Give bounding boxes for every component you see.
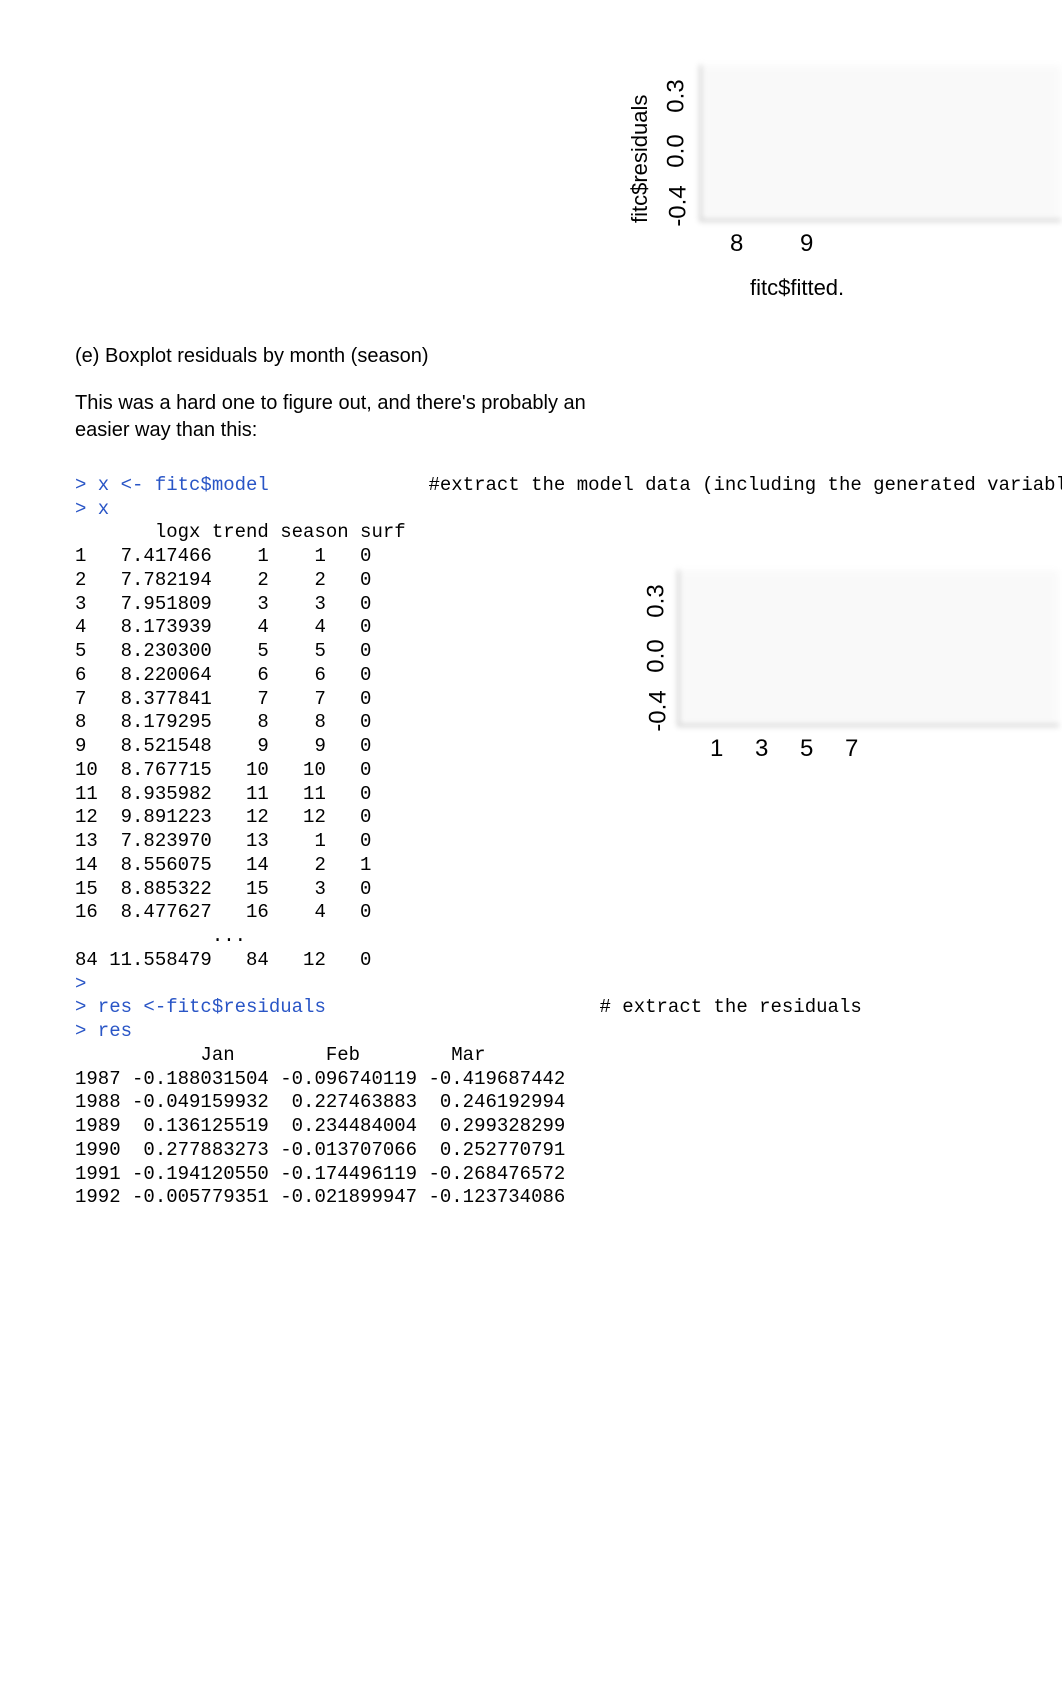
- code-header: logx trend season surf: [75, 521, 406, 543]
- code-cmd-res: > res <-fitc$residuals: [75, 996, 326, 1018]
- residuals-vs-fitted-chart: fitc$residuals -0.4 0.0 0.3 8 9 fitc$fit…: [600, 60, 1062, 330]
- r-code-block: > x <- fitc$model #extract the model dat…: [75, 450, 1062, 1210]
- chart2-ytick-0: -0.4: [645, 690, 673, 731]
- code-res-row-2: 1989 0.136125519 0.234484004 0.299328299: [75, 1115, 565, 1137]
- code-cmd-x-model: > x <- fitc$model: [75, 474, 269, 496]
- chart1-xtick-1: 9: [800, 230, 813, 258]
- chart2-xtick-1: 3: [755, 735, 768, 763]
- chart1-ytick-0: -0.4: [665, 185, 693, 226]
- chart1-xtick-0: 8: [730, 230, 743, 258]
- chart1-ytick-1: 0.0: [663, 134, 691, 167]
- para-1: This was a hard one to figure out, and t…: [75, 390, 615, 444]
- code-comment-2: # extract the residuals: [600, 996, 862, 1018]
- code-row-8: 9 8.521548 9 9 0: [75, 735, 371, 757]
- code-row-15: 16 8.477627 16 4 0: [75, 901, 371, 923]
- chart2-xtick-2: 5: [800, 735, 813, 763]
- chart2-ytick-1: 0.0: [643, 639, 671, 672]
- boxplot-chart: -0.4 0.0 0.3 1 3 5 7: [630, 565, 1062, 775]
- code-cmd-res2: > res: [75, 1020, 132, 1042]
- code-lastrow: 84 11.558479 84 12 0: [75, 949, 371, 971]
- code-row-13: 14 8.556075 14 2 1: [75, 854, 371, 876]
- chart2-plot: [678, 570, 1059, 726]
- chart2-xtick-3: 7: [845, 735, 858, 763]
- chart1-ylabel: fitc$residuals: [627, 73, 653, 223]
- code-row-0: 1 7.417466 1 1 0: [75, 545, 371, 567]
- code-comment-1: #extract the model data (including the g…: [428, 474, 1062, 496]
- section-e-heading: (e) Boxplot residuals by month (season): [75, 345, 429, 368]
- code-res-header: Jan Feb Mar: [75, 1044, 485, 1066]
- code-row-14: 15 8.885322 15 3 0: [75, 878, 371, 900]
- chart2-xtick-0: 1: [710, 735, 723, 763]
- code-row-7: 8 8.179295 8 8 0: [75, 711, 371, 733]
- code-res-row-3: 1990 0.277883273 -0.013707066 0.25277079…: [75, 1139, 565, 1161]
- code-row-3: 4 8.173939 4 4 0: [75, 616, 371, 638]
- code-row-1: 2 7.782194 2 2 0: [75, 569, 371, 591]
- code-prompt-1: >: [75, 973, 86, 995]
- code-ellipsis: ...: [75, 925, 246, 947]
- code-row-10: 11 8.935982 11 11 0: [75, 783, 371, 805]
- code-res-row-0: 1987 -0.188031504 -0.096740119 -0.419687…: [75, 1068, 565, 1090]
- code-row-4: 5 8.230300 5 5 0: [75, 640, 371, 662]
- code-res-row-5: 1992 -0.005779351 -0.021899947 -0.123734…: [75, 1186, 565, 1208]
- chart1-plot: [700, 65, 1061, 221]
- code-res-row-4: 1991 -0.194120550 -0.174496119 -0.268476…: [75, 1163, 565, 1185]
- code-cmd-x: > x: [75, 498, 109, 520]
- code-res-row-1: 1988 -0.049159932 0.227463883 0.24619299…: [75, 1091, 565, 1113]
- code-row-11: 12 9.891223 12 12 0: [75, 806, 371, 828]
- chart2-ytick-2: 0.3: [643, 584, 671, 617]
- code-row-6: 7 8.377841 7 7 0: [75, 688, 371, 710]
- code-row-12: 13 7.823970 13 1 0: [75, 830, 371, 852]
- code-row-5: 6 8.220064 6 6 0: [75, 664, 371, 686]
- chart1-ytick-2: 0.3: [663, 79, 691, 112]
- code-row-9: 10 8.767715 10 10 0: [75, 759, 371, 781]
- code-row-2: 3 7.951809 3 3 0: [75, 593, 371, 615]
- chart1-xlabel: fitc$fitted.: [750, 275, 844, 301]
